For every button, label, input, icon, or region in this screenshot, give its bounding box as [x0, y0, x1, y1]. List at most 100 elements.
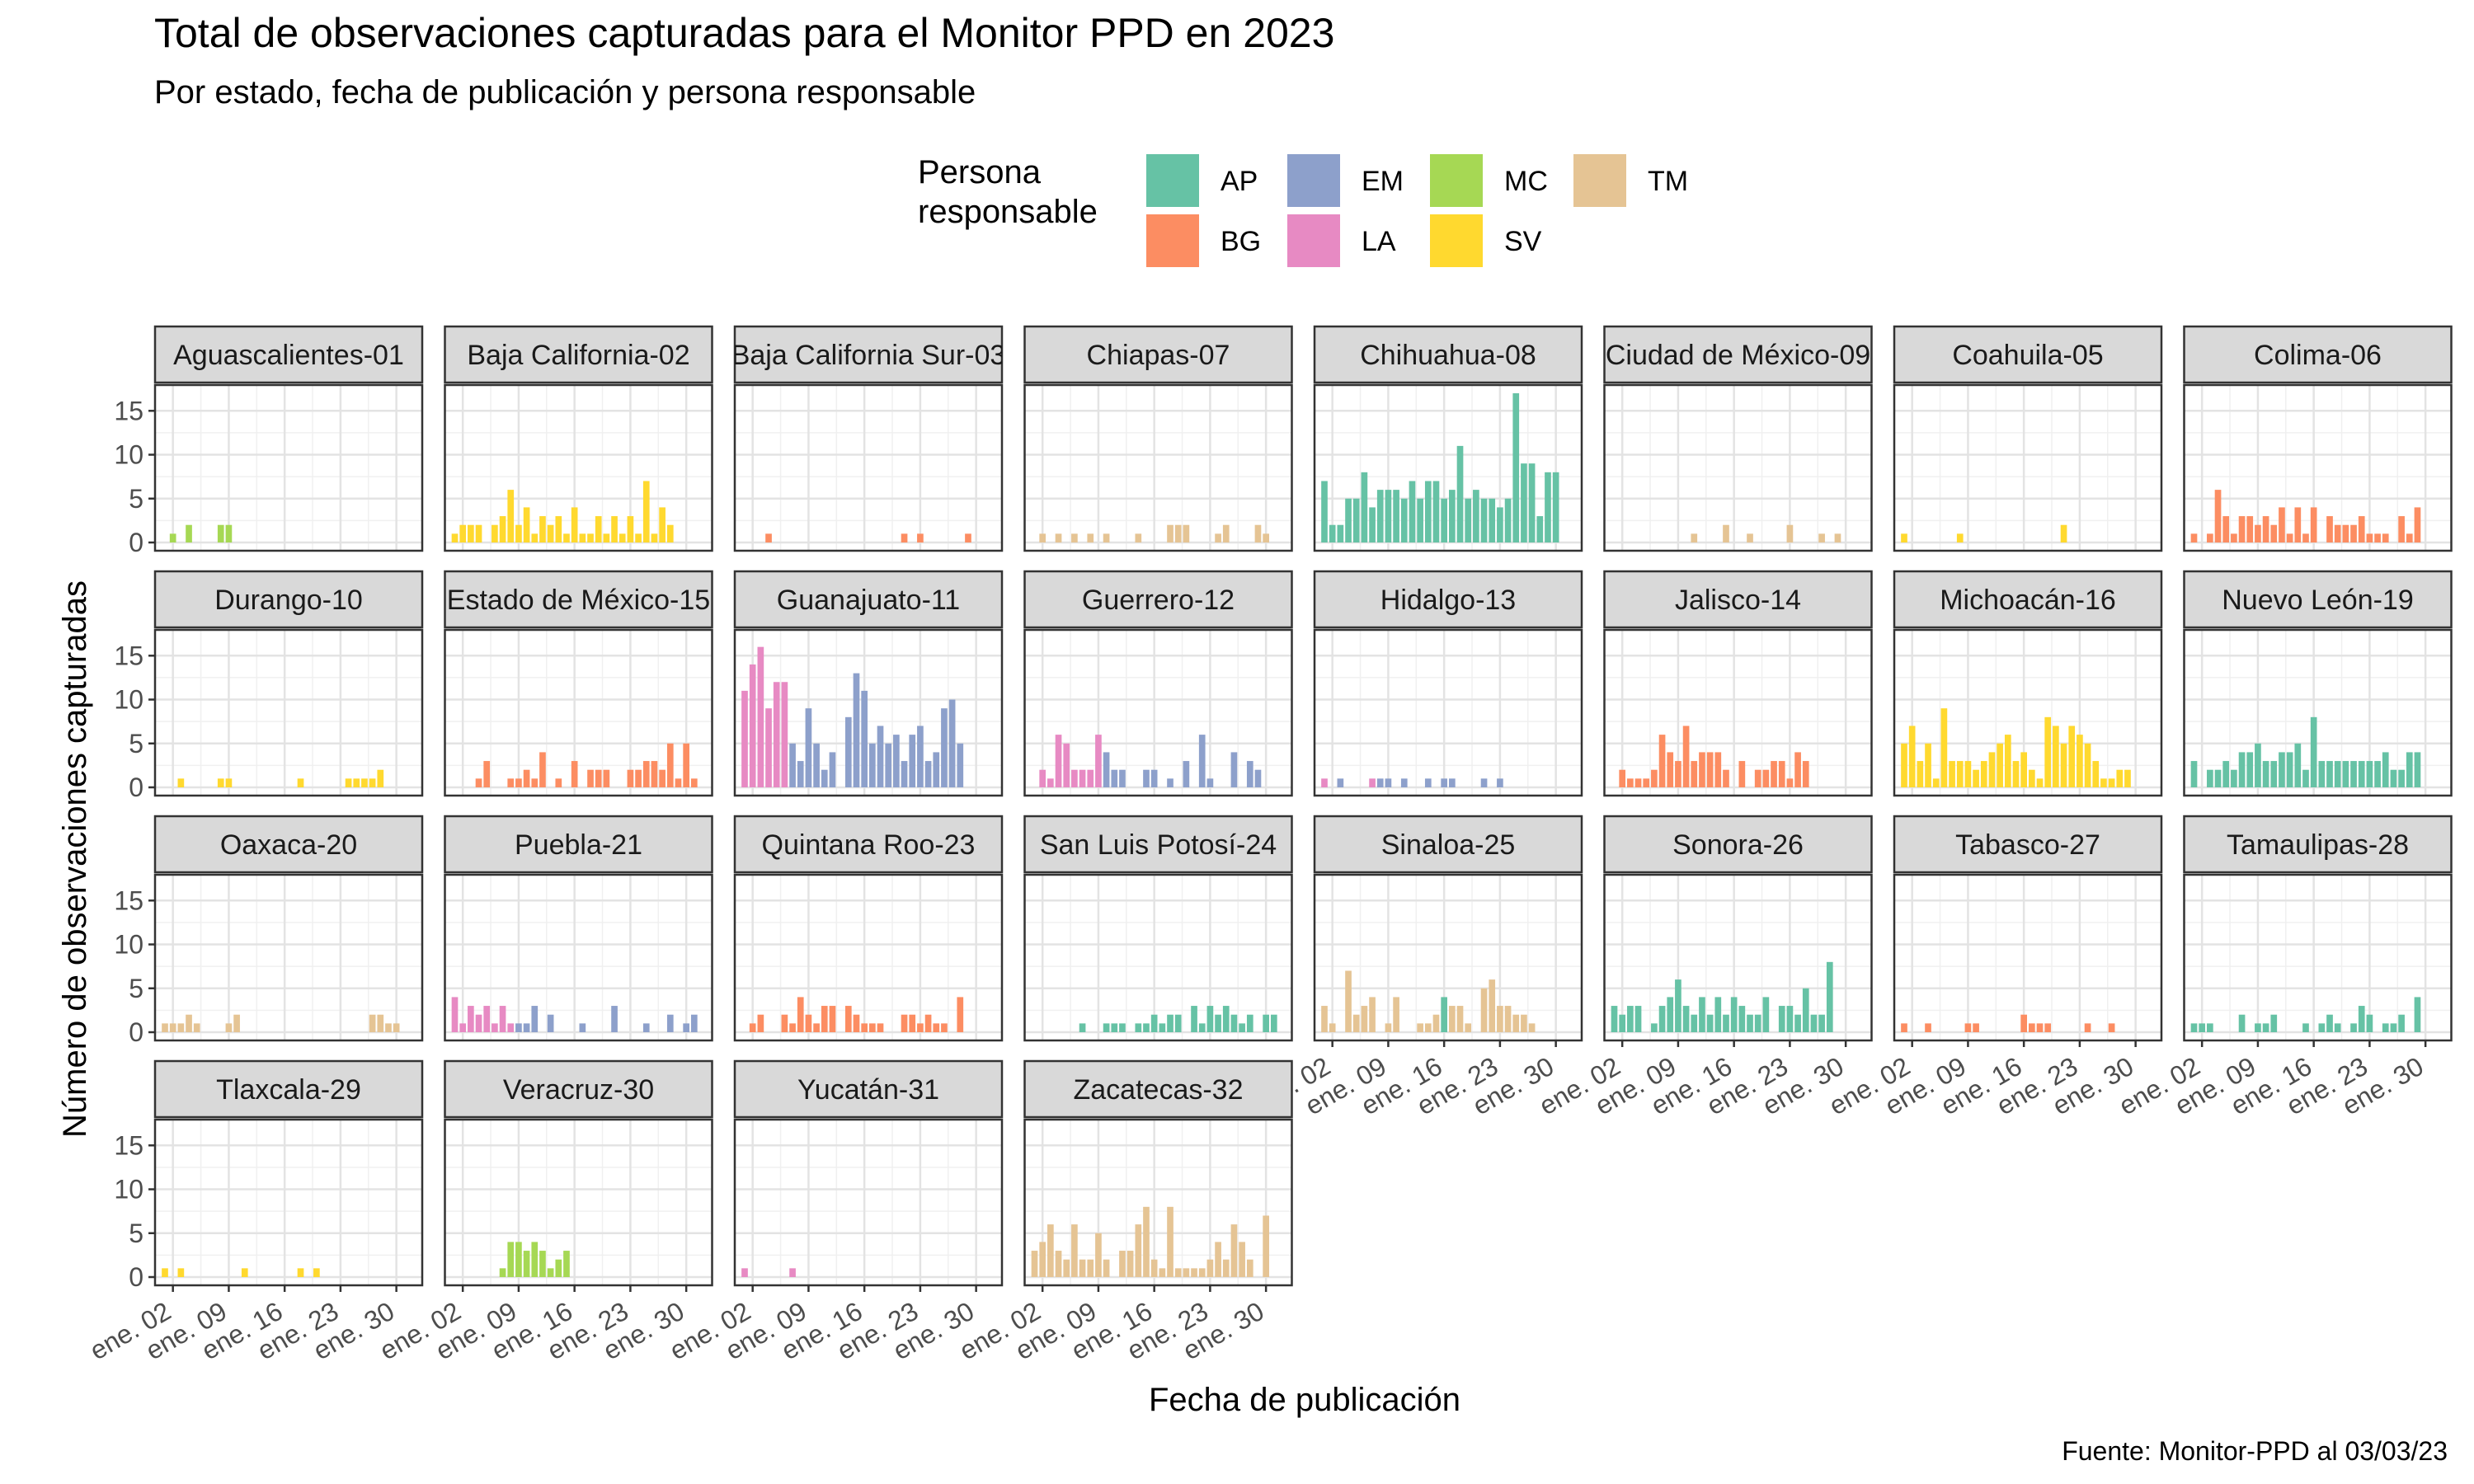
bar: [1071, 533, 1078, 542]
panel-background: [1604, 630, 1872, 796]
bar: [2414, 752, 2421, 787]
panel-chihuahua-08: Chihuahua-08: [1313, 325, 1583, 552]
bar: [1254, 524, 1262, 542]
bar: [924, 1014, 932, 1032]
panel-durango-10: Durango-10 0 5 10 15: [114, 570, 424, 802]
bar: [377, 769, 384, 787]
panel-san-luis-potosi-24: San Luis Potosí-24: [1023, 815, 1293, 1042]
bar: [805, 1014, 812, 1032]
bar: [1489, 979, 1496, 1032]
bar: [1627, 1006, 1634, 1032]
strip-label: Sonora-26: [1672, 829, 1804, 861]
x-axis-title: Fecha de publicación: [1149, 1382, 1460, 1418]
caption: Fuente: Monitor-PPD al 03/03/23: [2062, 1436, 2448, 1466]
strip-label: Colima-06: [2254, 340, 2382, 371]
bar: [885, 743, 892, 787]
panel-oaxaca-20: Oaxaca-20 0 5 10 15: [114, 815, 424, 1047]
bar: [869, 743, 876, 787]
bar: [1794, 1014, 1801, 1032]
bar: [797, 761, 804, 787]
bar: [1174, 1268, 1182, 1277]
legend-item-bg: BG: [1146, 214, 1261, 267]
bar: [1473, 490, 1479, 542]
bar: [1321, 481, 1328, 542]
bar: [1802, 988, 1809, 1032]
bar: [2406, 752, 2413, 787]
bar: [1512, 1014, 1520, 1032]
panel-background: [1024, 1120, 1292, 1285]
bar: [1497, 507, 1503, 542]
strip: [1603, 815, 1873, 874]
bar: [1167, 524, 1174, 542]
bar: [1183, 524, 1190, 542]
panel-border: [733, 383, 1004, 552]
bar: [1465, 1023, 1472, 1032]
bar: [579, 1023, 586, 1032]
bar: [507, 1023, 515, 1032]
bar: [2414, 507, 2421, 542]
bar: [1215, 1242, 1221, 1277]
panel-background: [1024, 875, 1292, 1040]
bar: [225, 524, 233, 542]
bar: [169, 533, 176, 542]
bar: [1079, 1259, 1086, 1277]
bar: [2270, 761, 2278, 787]
bar: [1489, 498, 1496, 542]
bar: [789, 1268, 796, 1277]
legend-key-ap: [1146, 154, 1199, 207]
panel-border: [1313, 383, 1583, 552]
strip: [2183, 325, 2453, 384]
bar: [1754, 1014, 1761, 1032]
bar: [531, 778, 539, 787]
strip: [444, 1059, 713, 1119]
bar: [1329, 524, 1336, 542]
bar: [2374, 533, 2381, 542]
bar: [1174, 524, 1182, 542]
strip: [444, 325, 713, 384]
bar: [1956, 533, 1964, 542]
bar: [1263, 533, 1269, 542]
bar: [1441, 997, 1447, 1032]
bar: [1135, 1023, 1142, 1032]
bar: [169, 1023, 176, 1032]
y-tick-label: 0: [129, 773, 143, 802]
bar: [587, 769, 594, 787]
legend-item-em: EM: [1287, 154, 1404, 207]
bar: [1369, 997, 1376, 1032]
strip: [1023, 815, 1293, 874]
bar: [2231, 769, 2237, 787]
bar: [1925, 743, 1931, 787]
strip: [733, 325, 1004, 384]
bar: [1818, 533, 1825, 542]
bar: [1747, 533, 1753, 542]
bar: [1497, 778, 1503, 787]
bar: [1658, 735, 1666, 787]
bar: [741, 690, 748, 787]
bar: [1723, 524, 1729, 542]
bar: [1917, 761, 1924, 787]
bar: [2207, 533, 2213, 542]
bar: [1352, 1014, 1360, 1032]
bar: [683, 743, 689, 787]
bar: [1667, 997, 1674, 1032]
bar: [1222, 1259, 1230, 1277]
bar: [2390, 1023, 2397, 1032]
strip-label: Tabasco-27: [1955, 829, 2100, 861]
bar: [933, 752, 940, 787]
strip-label: Durango-10: [214, 585, 363, 616]
bar: [1699, 997, 1705, 1032]
bar: [579, 533, 586, 542]
panel-background: [155, 385, 422, 551]
bar: [1528, 463, 1536, 542]
bar: [523, 769, 530, 787]
legend-item-ap: AP: [1146, 154, 1258, 207]
panel-border: [1603, 628, 1873, 797]
bar: [353, 778, 360, 787]
bar: [1619, 769, 1626, 787]
panel-border: [2183, 873, 2453, 1042]
bar: [2374, 761, 2381, 787]
bar: [1988, 752, 1996, 787]
